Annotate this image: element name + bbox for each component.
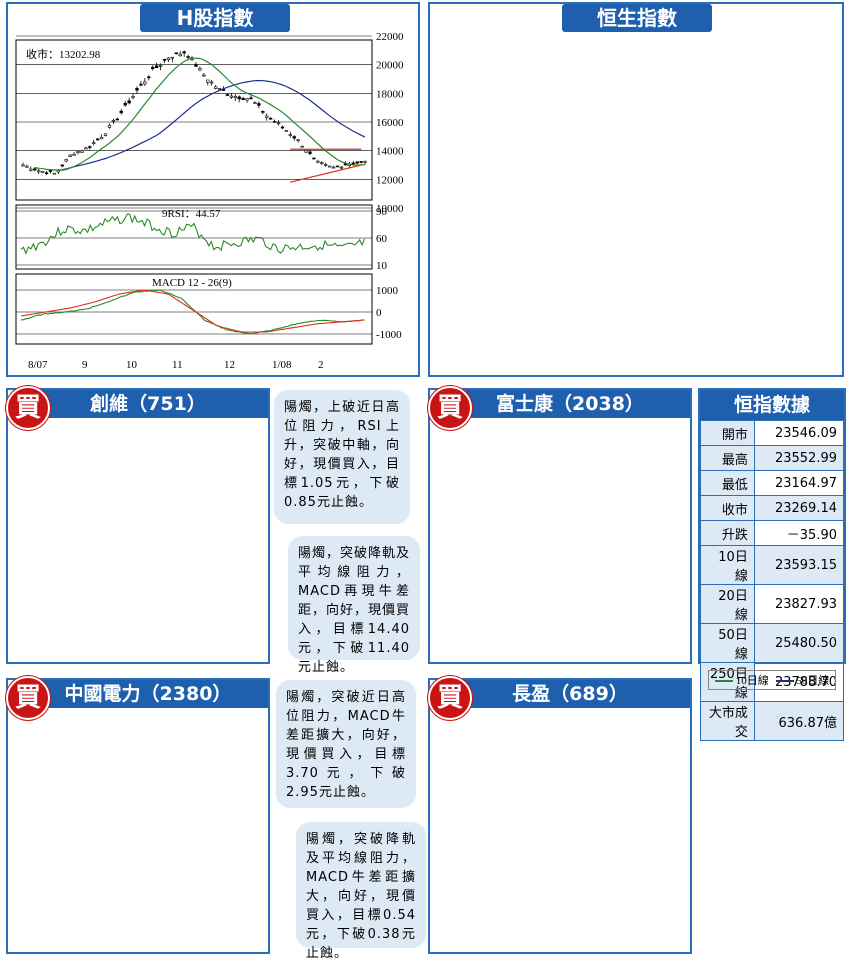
stock689-title: 長盈（689） [450,680,690,708]
hsi-data-row: 升跌 －35.90 [700,520,845,546]
hsi-data-value: 25480.50 [753,623,845,663]
hsi-data-row: 最低 23164.97 [700,470,845,496]
ma10-legend-label: 10日線 [735,675,769,687]
stock2038-panel [428,388,692,664]
hsi-data-value: 23546.09 [753,420,845,446]
stock751-note: 陽燭，上破近日高位阻力，RSI上升，突破中軸，向好，現價買入，目標1.05元，下… [274,390,410,524]
hsi-data-key: 收市 [700,495,755,521]
stock2380-title: 中國電力（2380） [28,680,268,708]
hsi-data-value: 23552.99 [753,445,845,471]
hsi-data-title: 恒指數據 [700,390,844,420]
stock2038-buy-badge: 買 [428,386,472,430]
hsi-data-value: 23827.93 [753,584,845,624]
ma50-swatch [775,680,794,683]
stock689-note: 陽燭，突破降軌及平均線阻力，MACD牛差距擴大，向好，現價買入，目標0.54元，… [296,822,426,961]
stock2038-note: 陽燭，突破降軌及平均線阻力，MACD再現牛差距，向好，現價買入，目標14.40元… [288,536,420,675]
hsi-data-value: 23164.97 [753,470,845,496]
hsi-data-key: 最低 [700,470,755,496]
hsi-data-row: 開市 23546.09 [700,420,845,446]
hsi-data-table: 開市 23546.09 最高 23552.99 最低 23164.97 收市 23269.14… [700,420,845,741]
hsi-data-row: 大市成交 636.87億 [700,701,845,741]
stock751-title: 創維（751） [28,390,268,418]
hsi-data-key: 50日線 [700,623,755,663]
stock2380-buy-badge: 買 [6,676,50,720]
hsi-data-row: 收市 23269.14 [700,495,845,521]
hsi-data-value: 636.87億 [753,701,845,741]
hsi-panel [428,2,844,377]
hsi-data-key: 大市成交 [700,701,755,741]
hsi-data-value: 23788.70 [753,662,845,702]
stock689-panel [428,678,692,954]
hsi-data-key: 最高 [700,445,755,471]
hsi-data-row: 最高 23552.99 [700,445,845,471]
stock2380-panel [6,678,270,954]
stock2380-note: 陽燭，突破近日高位阻力，MACD牛差距擴大，向好，現價買入，目標3.70元，下破… [276,680,416,808]
hsi-title: 恒生指數 [562,4,712,32]
hshares-title: H股指數 [140,4,290,32]
ma-legend: 10日線 50日線 [708,670,837,690]
stock2038-title: 富士康（2038） [450,390,690,418]
hsi-data-row: 10日線 23593.15 [700,545,845,585]
hsi-data-key: 20日線 [700,584,755,624]
hsi-data-value: －35.90 [753,520,845,546]
hsi-data-row: 250日線 23788.70 [700,662,845,702]
hsi-data-key: 10日線 [700,545,755,585]
stock751-buy-badge: 買 [6,386,50,430]
hsi-data-row: 20日線 23827.93 [700,584,845,624]
hsi-data-key: 250日線 [700,662,755,702]
stock689-buy-badge: 買 [428,676,472,720]
ma10-swatch [715,680,733,683]
hsi-data-row: 50日線 25480.50 [700,623,845,663]
hsi-data-key: 升跌 [700,520,755,546]
ma50-legend-label: 50日線 [796,675,830,687]
hsi-data-value: 23593.15 [753,545,845,585]
hshares-panel [6,2,420,377]
hsi-data-key: 開市 [700,420,755,446]
stock751-panel [6,388,270,664]
hsi-data-value: 23269.14 [753,495,845,521]
